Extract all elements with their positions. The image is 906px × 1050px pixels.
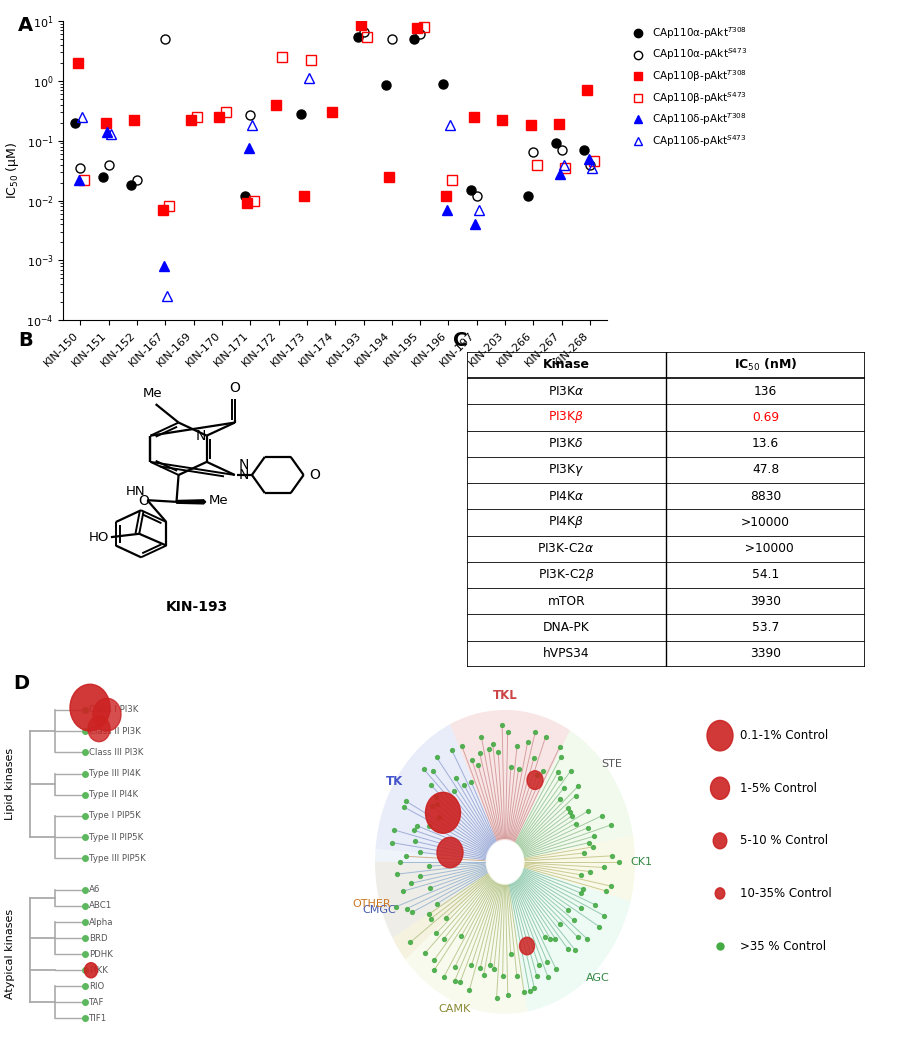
Text: A: A	[18, 16, 34, 35]
Text: Type III PIP5K: Type III PIP5K	[89, 854, 146, 863]
Text: 10-35% Control: 10-35% Control	[740, 887, 832, 900]
Text: >10000: >10000	[741, 516, 790, 529]
Polygon shape	[177, 500, 206, 504]
Text: HN: HN	[126, 485, 145, 499]
Text: CK1: CK1	[630, 857, 652, 867]
Text: 5-10 % Control: 5-10 % Control	[740, 835, 828, 847]
Text: O: O	[138, 494, 149, 508]
Wedge shape	[505, 836, 635, 901]
Circle shape	[93, 698, 121, 731]
Wedge shape	[375, 862, 505, 938]
Text: 3390: 3390	[750, 647, 781, 660]
Text: Lipid kinases: Lipid kinases	[5, 748, 15, 820]
Text: 1-5% Control: 1-5% Control	[740, 782, 817, 795]
Text: KIN-193: KIN-193	[166, 600, 228, 613]
Text: DNA-PK: DNA-PK	[543, 621, 590, 634]
Text: IC$_{50}$ (nM): IC$_{50}$ (nM)	[734, 357, 797, 373]
Text: Type III PI4K: Type III PI4K	[89, 769, 140, 778]
Text: >35 % Control: >35 % Control	[740, 940, 826, 952]
Text: CAMK: CAMK	[438, 1004, 470, 1014]
Text: Kinase: Kinase	[543, 358, 590, 372]
Text: CMGC: CMGC	[362, 904, 396, 915]
Text: 47.8: 47.8	[752, 463, 779, 477]
Text: TKL: TKL	[493, 690, 517, 702]
Text: PI4K$\alpha$: PI4K$\alpha$	[548, 489, 584, 503]
Text: PI3K$\gamma$: PI3K$\gamma$	[548, 462, 584, 478]
Wedge shape	[392, 862, 527, 1014]
Text: C: C	[453, 331, 467, 350]
Text: A6: A6	[89, 885, 101, 895]
Circle shape	[487, 841, 523, 883]
Circle shape	[437, 837, 463, 867]
Text: D: D	[14, 674, 30, 693]
Text: Me: Me	[209, 494, 228, 507]
Circle shape	[707, 720, 733, 751]
Text: PI3K-C2$\alpha$: PI3K-C2$\alpha$	[537, 542, 595, 555]
Text: N: N	[196, 428, 206, 443]
Wedge shape	[375, 862, 505, 960]
Text: Class I PI3K: Class I PI3K	[89, 706, 139, 714]
Text: 0.1-1% Control: 0.1-1% Control	[740, 729, 828, 742]
Text: N: N	[238, 458, 248, 472]
Circle shape	[70, 685, 110, 731]
Y-axis label: IC$_{50}$ (μM): IC$_{50}$ (μM)	[4, 142, 21, 200]
Text: OTHER: OTHER	[352, 899, 391, 908]
Text: BRD: BRD	[89, 933, 108, 943]
Text: Type I PIP5K: Type I PIP5K	[89, 812, 140, 820]
Text: Type II PI4K: Type II PI4K	[89, 791, 138, 799]
Text: 136: 136	[754, 384, 777, 398]
Text: PDHK: PDHK	[89, 949, 113, 959]
Text: PI3K-C2$\beta$: PI3K-C2$\beta$	[538, 567, 594, 583]
Text: N: N	[238, 468, 248, 482]
Circle shape	[84, 963, 98, 978]
Text: 0.69: 0.69	[752, 411, 779, 424]
Text: 54.1: 54.1	[752, 568, 779, 582]
Circle shape	[527, 771, 543, 790]
Text: O: O	[229, 381, 240, 395]
Wedge shape	[375, 724, 505, 862]
Text: HO: HO	[89, 530, 109, 544]
Text: Type II PIP5K: Type II PIP5K	[89, 833, 143, 842]
Text: B: B	[18, 331, 33, 350]
Circle shape	[519, 938, 535, 954]
Text: >10000: >10000	[737, 542, 794, 555]
Circle shape	[88, 716, 110, 741]
Text: PIKK: PIKK	[89, 966, 108, 974]
Text: Class III PI3K: Class III PI3K	[89, 748, 143, 757]
Circle shape	[710, 777, 729, 799]
Text: hVPS34: hVPS34	[543, 647, 590, 660]
Text: Class II PI3K: Class II PI3K	[89, 727, 140, 736]
Circle shape	[426, 793, 460, 834]
Text: PI3K$\beta$: PI3K$\beta$	[548, 410, 584, 425]
Text: 3930: 3930	[750, 594, 781, 608]
Text: STE: STE	[602, 759, 622, 769]
Text: PI3K$\alpha$: PI3K$\alpha$	[548, 384, 584, 398]
Text: Atypical kinases: Atypical kinases	[5, 909, 15, 1000]
Text: O: O	[309, 468, 320, 482]
Text: PI3K$\delta$: PI3K$\delta$	[548, 437, 584, 450]
Text: ABC1: ABC1	[89, 902, 112, 910]
Text: TK: TK	[386, 775, 403, 788]
Wedge shape	[375, 848, 505, 862]
Text: TAF: TAF	[89, 998, 104, 1007]
Text: 53.7: 53.7	[752, 621, 779, 634]
Text: PI4K$\beta$: PI4K$\beta$	[548, 514, 584, 530]
Wedge shape	[450, 710, 570, 862]
Text: AGC: AGC	[586, 973, 610, 983]
Text: 8830: 8830	[750, 489, 781, 503]
Text: TIF1: TIF1	[89, 1014, 107, 1023]
Text: mTOR: mTOR	[547, 594, 585, 608]
Legend: CAp110α-pAkt$^{T308}$, CAp110α-pAkt$^{S473}$, CAp110β-pAkt$^{T308}$, CAp110β-pAk: CAp110α-pAkt$^{T308}$, CAp110α-pAkt$^{S4…	[623, 21, 752, 153]
Text: RIO: RIO	[89, 982, 104, 991]
Text: Alpha: Alpha	[89, 918, 113, 926]
Text: Me: Me	[142, 387, 162, 400]
Circle shape	[713, 833, 727, 848]
Circle shape	[715, 888, 725, 899]
Text: 13.6: 13.6	[752, 437, 779, 450]
Wedge shape	[505, 731, 633, 862]
Wedge shape	[505, 862, 631, 1011]
